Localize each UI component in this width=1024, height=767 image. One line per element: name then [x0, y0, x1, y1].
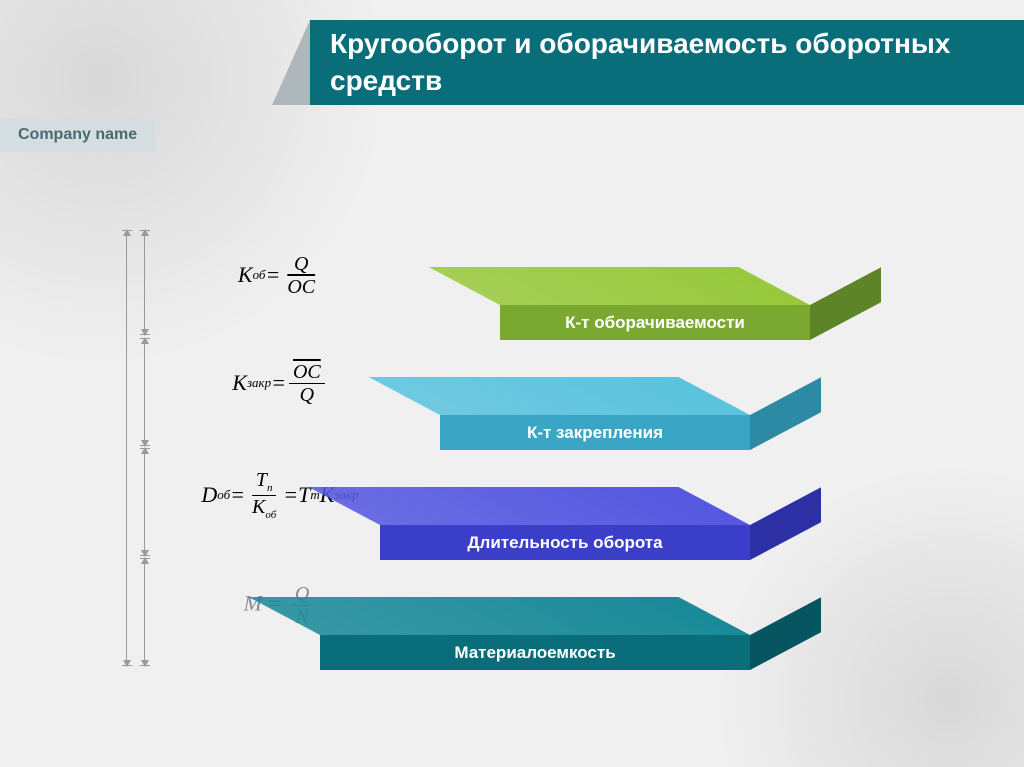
step-top-face — [369, 377, 750, 415]
step-label: Материалоемкость — [320, 635, 750, 670]
step-side-face — [750, 597, 821, 670]
step-label: К-т оборачиваемости — [500, 305, 810, 340]
step-label: К-т закрепления — [440, 415, 750, 450]
dimension-bracket-2 — [140, 448, 150, 556]
step-top-face — [249, 597, 750, 635]
company-name-label: Company name — [0, 118, 155, 152]
formula-0: Kоб = QOC — [165, 240, 395, 310]
stair-step-2: Длительность оборота — [380, 525, 750, 560]
step-side-face — [750, 377, 821, 450]
step-side-face — [810, 267, 881, 340]
step-top-face — [429, 267, 810, 305]
step-top-face — [309, 487, 750, 525]
stair-step-3: Материалоемкость — [320, 635, 750, 670]
stair-step-1: К-т закрепления — [440, 415, 750, 450]
page-title: Кругооборот и оборачиваемость оборотных … — [330, 26, 1024, 99]
dimension-bracket-1 — [140, 338, 150, 446]
formula-1: Kзакр = OCQ — [165, 348, 395, 418]
dimension-bracket-3 — [140, 558, 150, 666]
step-label: Длительность оборота — [380, 525, 750, 560]
dimension-bracket-0 — [140, 230, 150, 335]
dimension-bracket-outer — [122, 230, 132, 666]
stair-step-0: К-т оборачиваемости — [500, 305, 810, 340]
header-bar: Кругооборот и оборачиваемость оборотных … — [310, 20, 1024, 105]
stair-diagram: К-т оборачиваемости Kоб = QOC К-т закрепле… — [120, 210, 920, 690]
step-side-face — [750, 487, 821, 560]
